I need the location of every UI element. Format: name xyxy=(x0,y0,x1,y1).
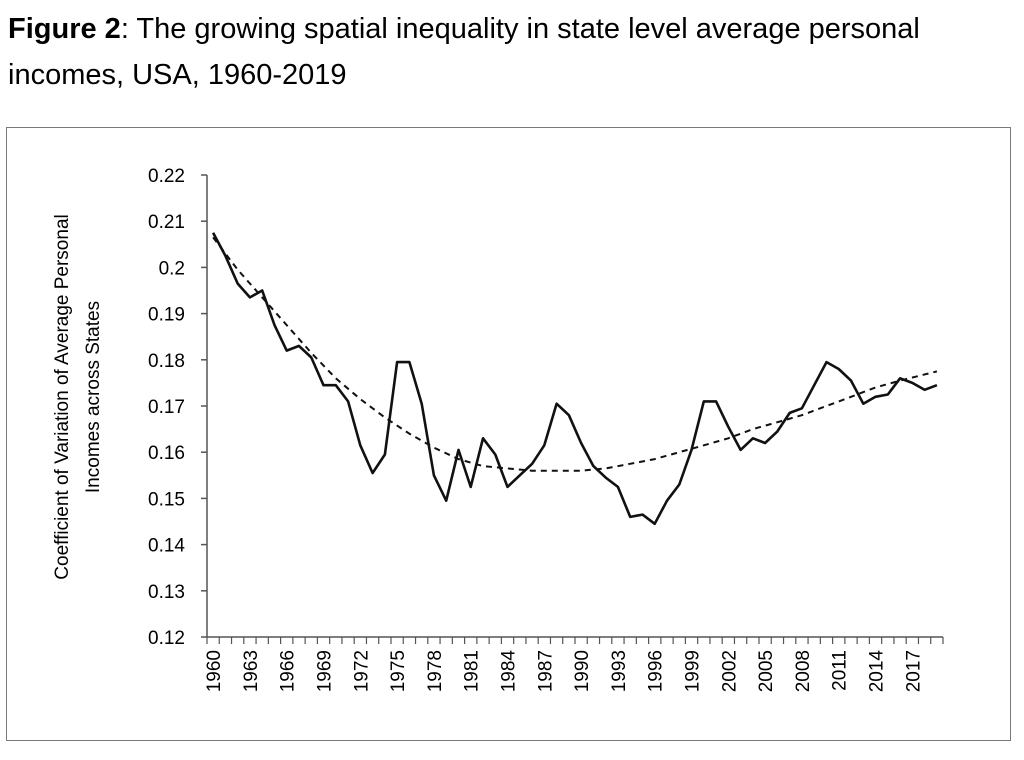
y-axis-label-line1: Coefficient of Variation of Average Pers… xyxy=(52,214,73,579)
x-tick-label: 2014 xyxy=(867,650,888,693)
x-tick-label: 2008 xyxy=(793,650,814,692)
x-tick-label: 2017 xyxy=(903,650,924,692)
x-tick-label: 1972 xyxy=(351,650,372,692)
x-tick-label: 1960 xyxy=(204,650,225,692)
figure-caption: Figure 2: The growing spatial inequality… xyxy=(8,6,1018,98)
y-tick-label: 0.14 xyxy=(148,536,185,557)
data-line xyxy=(211,232,938,526)
y-tick-label: 0.18 xyxy=(148,351,185,372)
x-tick-label: 1963 xyxy=(241,650,262,692)
y-tick-label: 0.22 xyxy=(148,166,185,187)
x-tick-label: 2005 xyxy=(756,650,777,692)
y-tick-label: 0.21 xyxy=(148,212,185,233)
y-tick-label: 0.16 xyxy=(148,443,185,464)
chart-frame xyxy=(6,127,1011,741)
y-tick-label: 0.17 xyxy=(148,397,185,418)
y-tick-label: 0.19 xyxy=(148,305,185,326)
x-tick-label: 1996 xyxy=(646,650,667,692)
x-tick-label: 1984 xyxy=(499,650,520,693)
axes xyxy=(206,175,943,638)
figure-caption-text: : The growing spatial inequality in stat… xyxy=(8,13,920,91)
trend-line xyxy=(212,236,938,472)
x-tick-label: 1993 xyxy=(609,650,630,692)
x-tick-label: 1990 xyxy=(572,650,593,692)
y-tick-label: 0.15 xyxy=(148,489,185,510)
x-tick-label: 2002 xyxy=(719,650,740,692)
y-axis-label-line2: Incomes across States xyxy=(83,301,104,493)
x-axis-ticks: 1960 1963 1966 1969 1972 1975 1978 1981 1984 1987… xyxy=(204,637,944,693)
x-tick-label: 1975 xyxy=(388,650,409,692)
x-tick-label: 2011 xyxy=(830,650,851,691)
x-tick-label: 1966 xyxy=(278,650,299,692)
y-tick-label: 0.2 xyxy=(159,258,185,279)
figure-number: Figure 2 xyxy=(8,13,121,45)
x-tick-label: 1987 xyxy=(535,650,556,692)
x-tick-label: 1981 xyxy=(462,650,483,692)
y-tick-label: 0.12 xyxy=(148,628,185,649)
x-tick-label: 1969 xyxy=(315,650,336,692)
y-axis-ticks: 0.12 0.13 0.14 0.15 0.16 0.17 0.18 0.19 0.2 0.21 0… xyxy=(148,166,207,649)
y-tick-label: 0.13 xyxy=(148,582,185,603)
x-tick-label: 1999 xyxy=(683,650,704,692)
x-tick-label: 1978 xyxy=(425,650,446,692)
series-group xyxy=(211,232,938,526)
